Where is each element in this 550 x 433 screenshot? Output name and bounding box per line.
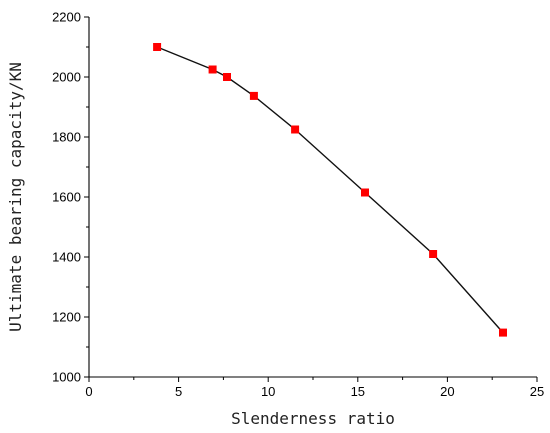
data-point-marker <box>361 188 369 197</box>
data-point-marker <box>208 65 217 74</box>
data-point-marker <box>499 328 507 337</box>
x-ticks: 0 5 10 15 20 25 <box>85 377 544 399</box>
axes <box>88 17 537 378</box>
y-tick-label: 1200 <box>52 310 81 325</box>
x-tick-label: 25 <box>530 384 544 399</box>
data-point-marker <box>291 125 300 134</box>
series-line <box>156 46 504 334</box>
data-point-marker <box>223 73 231 81</box>
y-ticks: 1000 1200 1400 1600 1800 2000 2200 <box>52 10 89 385</box>
y-axis-title: Ultimate bearing capacity/KN <box>6 62 25 332</box>
series-layer <box>153 43 507 337</box>
x-tick-label: 0 <box>85 384 92 399</box>
y-tick-label: 1400 <box>52 250 81 265</box>
y-tick-label: 1800 <box>52 130 81 145</box>
y-tick-label: 2000 <box>52 70 81 85</box>
data-point-marker <box>153 43 162 51</box>
x-tick-label: 5 <box>175 384 182 399</box>
x-tick-label: 20 <box>440 384 454 399</box>
data-point-marker <box>429 250 438 258</box>
y-tick-label: 1000 <box>52 370 81 385</box>
y-tick-label: 2200 <box>52 10 81 25</box>
x-axis-title: Slenderness ratio <box>231 409 395 428</box>
x-tick-label: 10 <box>261 384 275 399</box>
data-point-marker <box>249 91 258 100</box>
x-tick-label: 15 <box>351 384 365 399</box>
y-tick-label: 1600 <box>52 190 81 205</box>
